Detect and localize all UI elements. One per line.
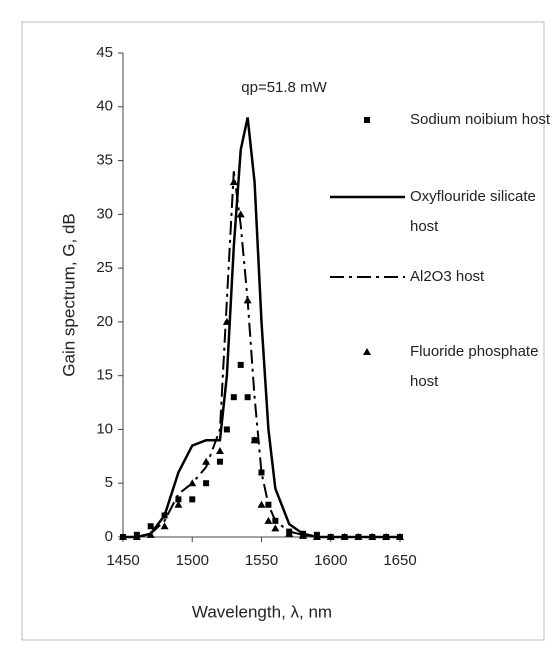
legend-label: Fluoride phosphate host [410, 343, 539, 390]
marker [396, 533, 404, 540]
marker [363, 348, 371, 355]
marker [230, 394, 237, 401]
marker [132, 533, 141, 540]
y-tick-label: 0 [105, 528, 113, 545]
y-tick-label: 25 [96, 259, 113, 276]
y-tick-label: 20 [96, 313, 113, 330]
marker [250, 436, 259, 444]
marker [189, 496, 196, 503]
marker [285, 529, 294, 537]
marker [160, 522, 169, 530]
frame [21, 21, 545, 641]
marker [257, 500, 266, 508]
y-tick-label: 30 [96, 205, 113, 222]
marker [326, 533, 335, 540]
marker [271, 524, 280, 532]
marker [203, 480, 210, 487]
legend-label: Sodium noibium host [410, 111, 551, 128]
marker [236, 210, 245, 218]
marker [216, 458, 223, 465]
marker [340, 533, 349, 540]
marker [368, 533, 377, 540]
x-axis-label: Wavelength, λ, nm [192, 602, 332, 621]
marker [215, 446, 224, 454]
x-tick-label: 1450 [106, 552, 139, 569]
marker [237, 361, 244, 368]
annotation: qp=51.8 mW [241, 79, 327, 96]
y-tick-label: 5 [105, 474, 113, 491]
marker [188, 479, 197, 487]
marker [229, 178, 238, 186]
marker [147, 523, 154, 530]
marker [175, 496, 182, 503]
marker [243, 296, 252, 304]
marker [119, 533, 127, 540]
marker [354, 533, 363, 540]
series-line [123, 171, 400, 538]
legend-label: Al2O3 host [410, 268, 485, 285]
y-tick-label: 15 [96, 367, 113, 384]
marker [223, 426, 230, 433]
x-tick-label: 1650 [383, 552, 416, 569]
legend-label: Oxyflouride silicate host [410, 188, 536, 235]
x-tick-label: 1550 [245, 552, 278, 569]
y-tick-label: 40 [96, 98, 113, 115]
x-tick-label: 1600 [314, 552, 347, 569]
marker [202, 457, 211, 465]
marker [146, 530, 155, 538]
marker [312, 533, 321, 540]
marker [258, 469, 265, 476]
x-tick-label: 1500 [176, 552, 209, 569]
y-tick-label: 45 [96, 44, 113, 61]
marker [264, 516, 273, 524]
marker [222, 317, 231, 325]
y-axis-label: Gain spectrum, G, dB [59, 213, 78, 376]
marker [299, 531, 308, 539]
y-tick-label: 35 [96, 152, 113, 169]
marker [382, 533, 391, 540]
marker [244, 394, 251, 401]
marker [364, 117, 370, 123]
y-tick-label: 10 [96, 420, 113, 437]
marker [174, 500, 183, 508]
